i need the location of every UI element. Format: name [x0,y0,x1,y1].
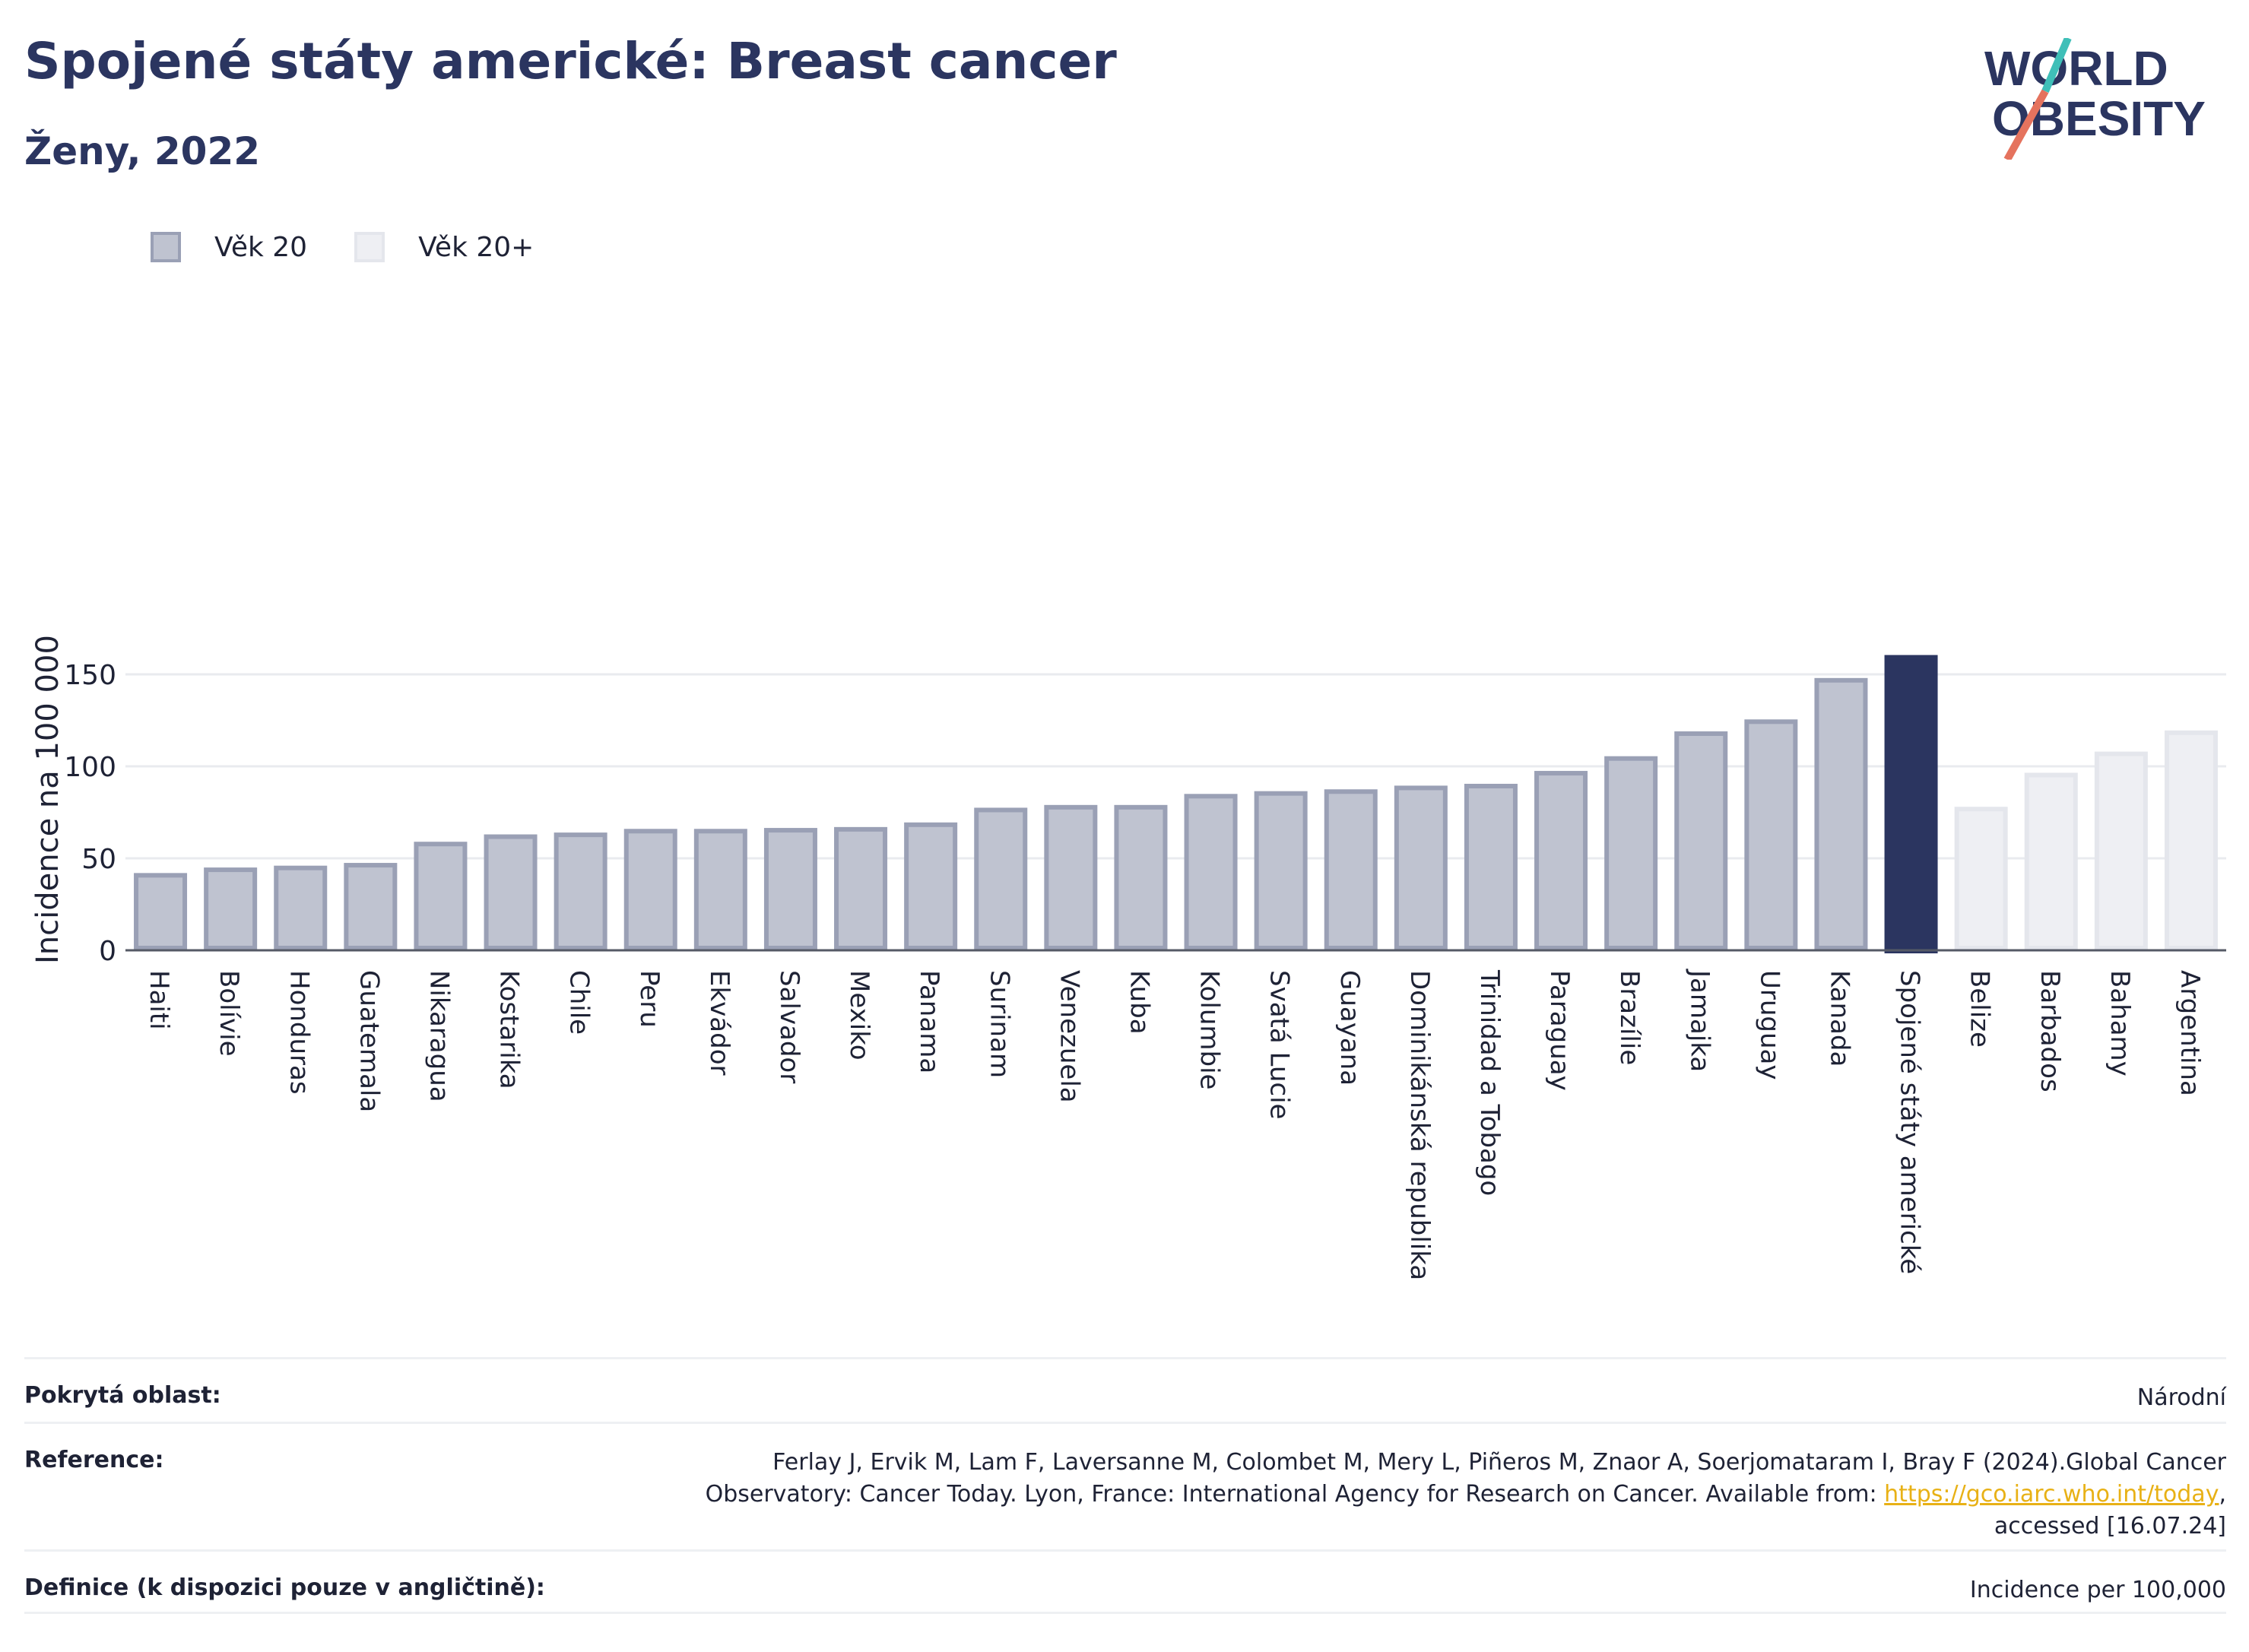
bar [1744,719,1798,950]
x-tick-label: Kostarika [494,970,525,1089]
bar [1044,804,1098,950]
footer-row-definition: Definice (k dispozici pouze v angličtině… [24,1549,2226,1614]
bar [1674,731,1728,951]
bar [693,829,747,951]
x-tick-label: Kolumbie [1194,970,1225,1089]
x-tick-label: Jamajka [1684,969,1715,1072]
legend-item-age20plus[interactable]: Věk 20+ [354,232,534,263]
bar [1254,791,1308,950]
y-tick-label: 100 [64,752,116,783]
x-tick-label: Haiti [144,970,174,1030]
x-tick-label: Surinam [984,970,1014,1078]
reference-text-3: , [2219,1481,2226,1508]
legend-label-age20plus: Věk 20+ [418,231,534,263]
bar [1464,783,1518,950]
bar [834,826,888,950]
bar [344,863,398,950]
svg-text:WORLD: WORLD [1984,41,2168,96]
x-tick-label: Ekvádor [704,970,734,1076]
coverage-label: Pokrytá oblast: [24,1382,221,1409]
bar [904,822,958,950]
coverage-value: Národní [2136,1384,2226,1411]
x-tick-label: Kanada [1824,970,1854,1067]
reference-link[interactable]: https://gco.iarc.who.int/today [1884,1481,2219,1508]
bar [763,828,817,950]
bar [134,873,188,950]
bar [1324,789,1378,950]
bar [1114,804,1168,950]
bar [1814,677,1868,950]
x-tick-label: Guayana [1334,970,1365,1086]
bar [623,829,677,951]
bar [204,867,258,950]
reference-value: Ferlay J, Ervik M, Lam F, Laversanne M, … [706,1424,2226,1549]
x-tick-label: Brazílie [1614,970,1645,1065]
x-tick-label: Salvador [774,970,804,1083]
chart-legend: Věk 20 Věk 20+ [151,228,581,266]
y-tick-label: 0 [99,936,116,967]
x-tick-label: Trinidad a Tobago [1474,969,1505,1196]
x-tick-label: Guatemala [354,970,384,1112]
bar [2024,772,2078,950]
bar [1394,785,1448,950]
bar [2094,751,2148,951]
footer-row-reference: Reference: Ferlay J, Ervik M, Lam F, Lav… [24,1422,2226,1549]
bar [1534,771,1588,950]
x-tick-label: Panama [914,970,944,1073]
x-tick-label: Dominikánská republika [1404,970,1435,1280]
bar [974,807,1028,951]
bar [274,865,328,950]
bar [2164,730,2218,950]
x-tick-label: Argentina [2174,970,2205,1096]
x-tick-label: Belize [1965,970,1995,1048]
legend-swatch-age20plus [354,232,385,262]
chart-footer: Pokrytá oblast: Národní Reference: Ferla… [24,1357,2226,1614]
x-tick-label: Uruguay [1754,970,1784,1080]
x-tick-label: Paraguay [1544,970,1575,1091]
x-tick-label: Bolívie [214,970,244,1057]
x-tick-label: Nikaragua [423,970,454,1102]
x-tick-label: Honduras [284,970,314,1095]
legend-swatch-age20 [151,232,181,262]
bar [484,834,538,950]
bar [1884,655,1938,953]
x-tick-label: Chile [564,970,595,1035]
reference-text-4: accessed [16.07.24] [1994,1513,2226,1539]
bar [1954,807,2008,950]
bar [554,832,607,950]
x-tick-label: Svatá Lucie [1264,970,1295,1119]
svg-text:OBESITY: OBESITY [1992,91,2206,146]
y-axis-label: Incidence na 100 000 [30,635,65,964]
legend-label-age20: Věk 20 [214,231,308,263]
x-tick-label: Mexiko [844,970,874,1061]
page-subtitle: Ženy, 2022 [24,129,261,173]
reference-text-1: Ferlay J, Ervik M, Lam F, Laversanne M, … [772,1449,2226,1476]
bar [1604,756,1658,950]
y-tick-label: 50 [81,844,116,875]
x-tick-label: Peru [634,970,665,1028]
x-tick-label: Barbados [2035,970,2065,1092]
world-obesity-logo: WORLD OBESITY [1984,38,2206,160]
x-tick-label: Bahamy [2105,970,2135,1076]
page-title: Spojené státy americké: Breast cancer [24,32,1117,90]
x-tick-label: Spojené státy americké [1895,970,1925,1274]
reference-text-2: Observatory: Cancer Today. Lyon, France:… [705,1481,1885,1508]
reference-label: Reference: [24,1447,164,1473]
x-tick-label: Kuba [1124,970,1154,1035]
x-tick-label: Venezuela [1054,970,1084,1103]
legend-item-age20[interactable]: Věk 20 [151,232,307,263]
bar [414,842,468,950]
bar [1184,794,1238,950]
y-tick-label: 150 [64,660,116,691]
definition-value: Incidence per 100,000 [1969,1577,2226,1603]
footer-row-coverage: Pokrytá oblast: Národní [24,1357,2226,1422]
definition-label: Definice (k dispozici pouze v angličtině… [24,1574,545,1601]
